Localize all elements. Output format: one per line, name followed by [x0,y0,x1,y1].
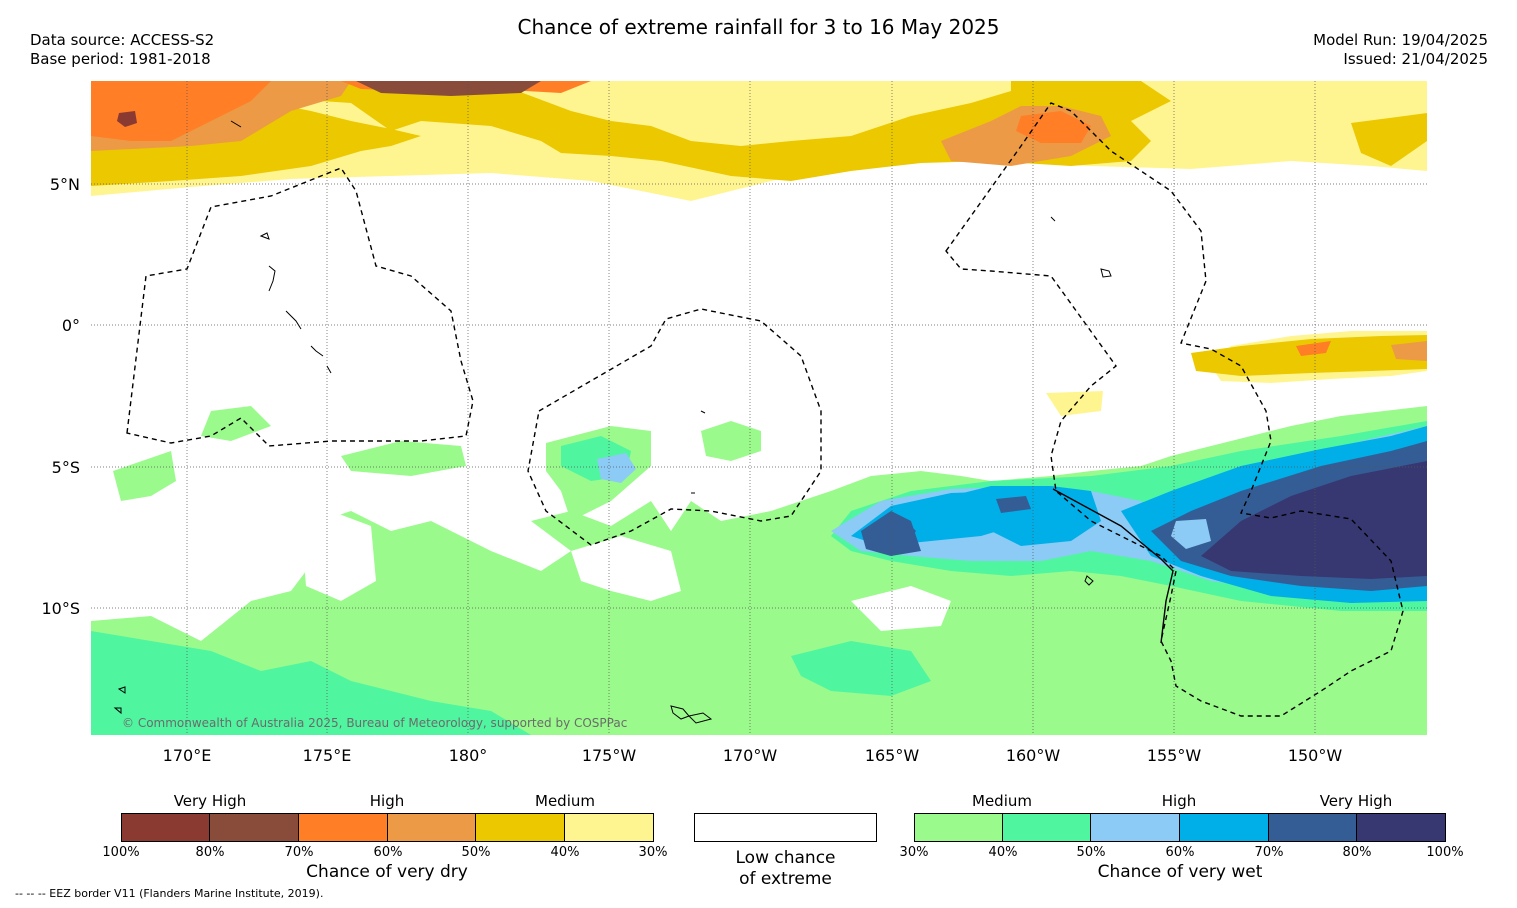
lon-label: 175°W [581,746,637,765]
lon-label: 160°W [1005,746,1061,765]
model-run: Model Run: 19/04/2025 [1313,31,1488,49]
wet-tick: 80% [1342,845,1372,860]
dry-legend-title: Chance of very dry [306,862,468,882]
dry-swatch-50-40 [476,813,565,841]
wet-swatch-30-40 [914,813,1003,841]
lon-label: 175°E [302,746,352,765]
dry-tick: 50% [461,845,491,860]
islands [113,120,1112,724]
base-period: Base period: 1981-2018 [30,50,211,68]
wet-category-label: Medium [972,792,1032,810]
lon-label: 150°W [1287,746,1343,765]
lon-label: 180° [448,746,488,765]
low-chance-swatch [694,813,877,842]
graticule [91,81,1427,735]
lon-label: 170°W [722,746,778,765]
wet-swatch-70-80 [1269,813,1357,841]
low-chance-label: Low chance of extreme [694,848,877,890]
wet-tick: 30% [899,845,929,860]
lat-label: 0° [61,316,80,335]
map-title: Chance of extreme rainfall for 3 to 16 M… [517,15,1000,39]
wet-tick: 100% [1426,845,1464,860]
eez-borders [126,102,1404,717]
wet-tick: 70% [1254,845,1284,860]
wet-category-label: Very High [1319,792,1393,810]
dry-north-band [91,81,1427,201]
lat-label: 5°N [49,175,80,194]
wet-swatch-50-60 [1091,813,1180,841]
low-chance-line1: Low chance [735,848,836,868]
dry-tick: 70% [284,845,314,860]
dry-category-label: Medium [535,792,595,810]
wet-tick: 40% [988,845,1018,860]
wet-tick: 60% [1165,845,1195,860]
lon-label: 170°E [162,746,212,765]
dry-colorbar-frame [121,813,654,842]
wet-swatch-40-50 [1003,813,1091,841]
dry-equatorial-band [1046,331,1427,416]
dry-swatch-70-60 [299,813,388,841]
wet-swatch-80-100 [1357,813,1446,841]
dry-swatch-100-80 [121,813,210,841]
wet-south-region [91,406,1427,735]
eez-solid-borders [1052,488,1174,644]
dry-tick: 30% [638,845,668,860]
dry-category-label: Very High [173,792,247,810]
wet-swatch-60-70 [1180,813,1269,841]
issued-date: Issued: 21/04/2025 [1343,50,1488,68]
data-source: Data source: ACCESS-S2 [30,31,215,49]
dry-category-label: High [369,792,405,810]
dry-tick: 80% [195,845,225,860]
lon-label: 155°W [1146,746,1202,765]
wet-tick: 50% [1076,845,1106,860]
dry-tick: 60% [373,845,403,860]
dry-swatch-80-70 [210,813,299,841]
lon-label: 165°W [864,746,920,765]
lat-label: 10°S [41,599,80,618]
dry-tick: 40% [550,845,580,860]
wet-legend-title: Chance of very wet [1097,862,1263,882]
dry-swatch-40-30 [565,813,653,841]
rainfall-map [91,81,1427,735]
copyright-notice: © Commonwealth of Australia 2025, Bureau… [122,716,628,730]
eez-footnote: -- -- -- EEZ border V11 (Flanders Marine… [15,887,324,900]
wet-category-label: High [1161,792,1197,810]
dry-swatch-60-50 [388,813,476,841]
low-chance-line2: of extreme [739,869,832,889]
lat-label: 5°S [51,458,80,477]
wet-colorbar-frame [914,813,1446,842]
dry-tick: 100% [102,845,140,860]
